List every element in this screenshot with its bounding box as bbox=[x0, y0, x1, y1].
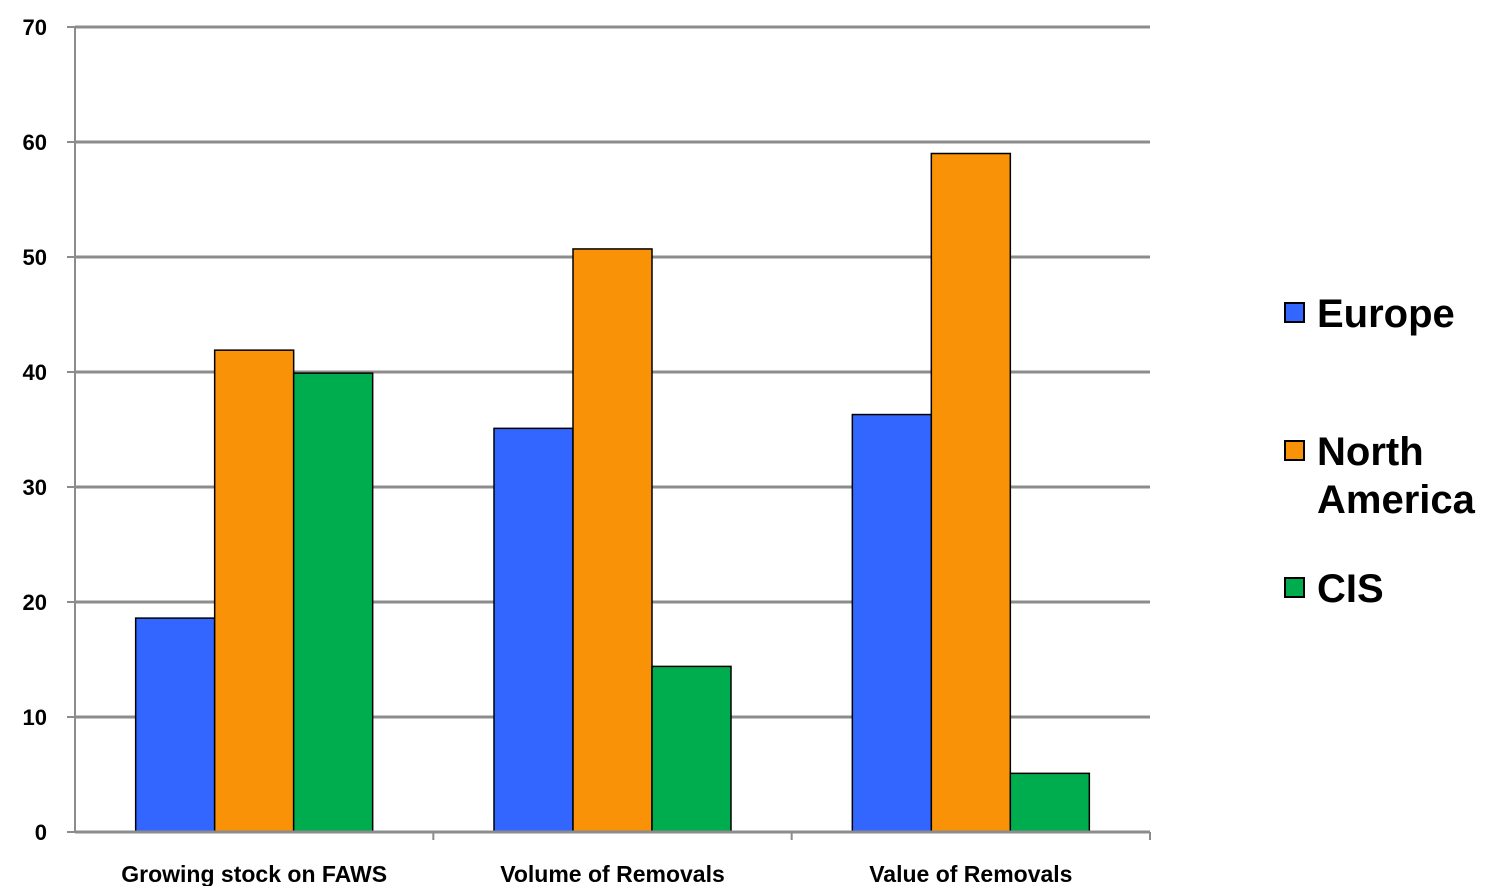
legend-label-europe: Europe bbox=[1317, 292, 1455, 336]
bar-north-america bbox=[930, 152, 1012, 833]
bar-cis bbox=[292, 372, 374, 833]
bars bbox=[134, 152, 1091, 833]
bar-north-america bbox=[572, 248, 653, 833]
axes: 0 10 20 30 40 50 60 70 Growing stock on FAWS Volu… bbox=[23, 15, 1151, 887]
y-tick-label: 20 bbox=[23, 590, 47, 615]
legend-item-europe: Europe bbox=[1284, 290, 1487, 338]
bar-cis bbox=[651, 665, 732, 833]
legend-item-cis: CIS bbox=[1284, 565, 1487, 613]
bar-europe bbox=[134, 617, 216, 833]
legend-swatch-cis bbox=[1284, 577, 1305, 598]
y-tick-label: 50 bbox=[23, 245, 47, 270]
y-tick-label: 40 bbox=[23, 360, 47, 385]
legend-swatch-europe bbox=[1284, 302, 1305, 323]
bar-cis bbox=[1009, 772, 1091, 833]
legend-item-north-america: North America bbox=[1284, 428, 1487, 524]
x-tick-label: Value of Removals bbox=[869, 861, 1072, 886]
bar-europe bbox=[851, 413, 933, 833]
y-tick-label: 10 bbox=[23, 705, 47, 730]
bar-europe bbox=[493, 427, 574, 833]
y-tick-label: 70 bbox=[23, 15, 47, 40]
y-tick-label: 60 bbox=[23, 130, 47, 155]
y-tick-label: 0 bbox=[35, 820, 47, 845]
x-tick-label: Volume of Removals bbox=[500, 861, 725, 886]
x-tick-label: Growing stock on FAWS bbox=[121, 861, 387, 886]
legend-swatch-north-america bbox=[1284, 440, 1305, 461]
legend-label-north-america: North America bbox=[1317, 430, 1475, 522]
bar-north-america bbox=[213, 349, 295, 833]
legend-label-cis: CIS bbox=[1317, 567, 1384, 611]
y-tick-label: 30 bbox=[23, 475, 47, 500]
